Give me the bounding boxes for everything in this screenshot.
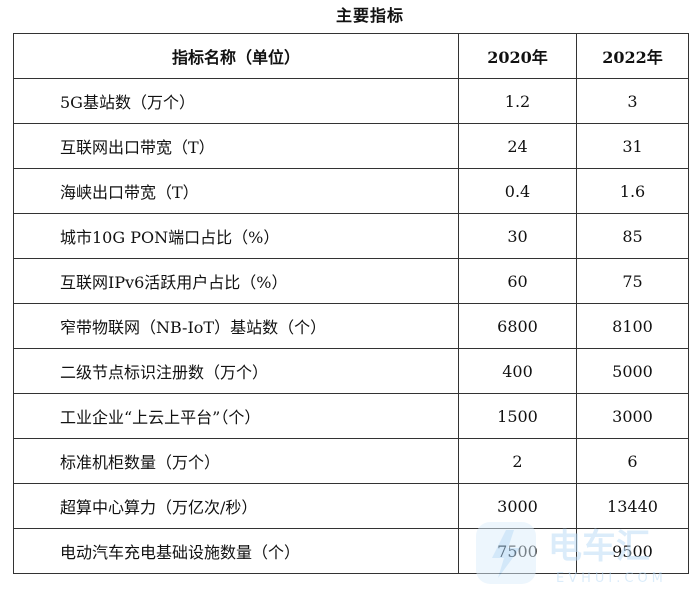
value-2022: 1.6 [576,168,689,214]
value-2020: 1.2 [458,78,577,124]
table-caption: 主要指标 [335,6,404,25]
value-2020: 1500 [458,393,577,439]
value-2020: 0.4 [458,168,577,214]
header-year-2022: 2022年 [576,33,689,79]
indicator-name: 工业企业“上云上平台”（个） [13,393,459,439]
indicator-name: 窄带物联网（NB-IoT）基站数（个） [13,303,459,349]
value-2022: 3000 [576,393,689,439]
table-row: 城市10G PON端口占比（%） 30 85 [13,213,689,259]
table-row: 工业企业“上云上平台”（个） 1500 3000 [13,393,689,439]
indicator-name: 标准机柜数量（万个） [13,438,459,484]
value-2020: 3000 [458,483,577,529]
table-row: 标准机柜数量（万个） 2 6 [13,438,689,484]
value-2022: 85 [576,213,689,259]
value-2022: 31 [576,123,689,169]
value-2020: 400 [458,348,577,394]
indicator-name: 互联网IPv6活跃用户占比（%） [13,258,459,304]
value-2020: 7500 [458,528,577,574]
value-2020: 6800 [458,303,577,349]
indicator-name: 电动汽车充电基础设施数量（个） [13,528,459,574]
value-2020: 60 [458,258,577,304]
table-row: 5G基站数（万个） 1.2 3 [13,78,689,124]
value-2020: 2 [458,438,577,484]
table-row: 超算中心算力（万亿次/秒） 3000 13440 [13,483,689,529]
value-2022: 5000 [576,348,689,394]
indicator-name: 海峡出口带宽（T） [13,168,459,214]
value-2022: 6 [576,438,689,484]
value-2020: 30 [458,213,577,259]
header-indicator-name: 指标名称（单位） [13,33,459,79]
indicator-name: 互联网出口带宽（T） [13,123,459,169]
value-2022: 13440 [576,483,689,529]
table-row: 海峡出口带宽（T） 0.4 1.6 [13,168,689,214]
value-2022: 9500 [576,528,689,574]
header-year-2020: 2020年 [458,33,577,79]
indicator-name: 城市10G PON端口占比（%） [13,213,459,259]
metrics-table: 指标名称（单位） 2020年 2022年 5G基站数（万个） 1.2 3 互联网… [13,33,689,574]
indicator-name: 5G基站数（万个） [13,78,459,124]
table-row: 二级节点标识注册数（万个） 400 5000 [13,348,689,394]
value-2022: 3 [576,78,689,124]
value-2020: 24 [458,123,577,169]
value-2022: 75 [576,258,689,304]
indicator-name: 超算中心算力（万亿次/秒） [13,483,459,529]
table-row: 窄带物联网（NB-IoT）基站数（个） 6800 8100 [13,303,689,349]
table-row: 互联网IPv6活跃用户占比（%） 60 75 [13,258,689,304]
indicator-name: 二级节点标识注册数（万个） [13,348,459,394]
header-row: 指标名称（单位） 2020年 2022年 [13,33,689,79]
table-row: 互联网出口带宽（T） 24 31 [13,123,689,169]
value-2022: 8100 [576,303,689,349]
table-row: 电动汽车充电基础设施数量（个） 7500 9500 [13,528,689,574]
